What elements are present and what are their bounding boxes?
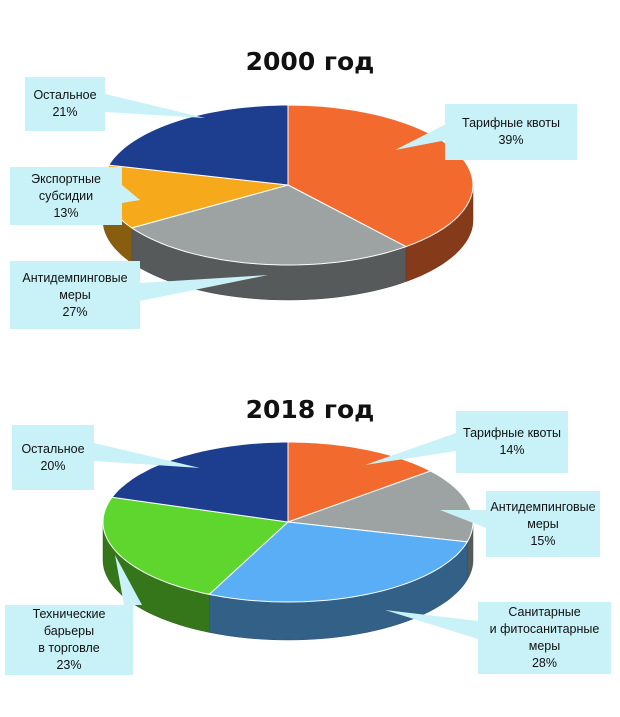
slice-label-1-4: Остальное 20%	[12, 425, 94, 490]
slice-label-text: Тарифные квоты	[463, 426, 561, 440]
slice-label-text: меры	[527, 516, 559, 531]
callout-pointer-0-2	[122, 185, 140, 203]
slice-label-text: и фитосанитарные меры	[489, 622, 600, 653]
callout-pointers-1	[94, 433, 486, 639]
callout-pointer-0-1	[140, 275, 268, 301]
slice-label-1-3: Технические барьеры в торговле 23%	[5, 605, 133, 675]
slice-value-label: 13%	[53, 205, 79, 220]
slice-value-label: 21%	[52, 105, 78, 119]
slice-value-label: 39%	[498, 133, 524, 147]
callout-pointer-0-0	[395, 121, 452, 150]
pie-top-0	[102, 104, 474, 266]
slice-label-0-2: Экспортные субсидии 13%	[10, 167, 122, 225]
slice-label-text: Санитарные	[508, 605, 581, 619]
slice-label-1-0: Тарифные квоты 14%	[456, 411, 568, 473]
pie-slice-1-0	[287, 441, 432, 523]
slice-label-text: Остальное	[21, 441, 85, 456]
callout-pointer-0-3	[105, 94, 205, 118]
slice-value-label: 28%	[531, 656, 558, 670]
slice-label-text: Остальное	[33, 88, 97, 102]
slice-value-label: 15%	[530, 533, 556, 548]
slice-label-text: Антидемпинговые	[22, 270, 128, 285]
slice-value-label: 20%	[40, 458, 66, 473]
slice-value-label: 14%	[499, 443, 525, 457]
callout-pointer-1-1	[440, 510, 486, 528]
pie-slice-1-2	[208, 521, 469, 603]
callout-pointer-1-0	[365, 433, 456, 465]
slice-label-text: в торговле	[38, 641, 100, 655]
slice-value-label: 27%	[62, 304, 88, 319]
pie-top-1	[102, 441, 474, 603]
slice-label-0-1: Антидемпинговые меры 27%	[10, 261, 140, 329]
slice-label-text: Тарифные квоты	[462, 116, 560, 130]
slice-label-0-3: Остальное 21%	[25, 77, 105, 131]
pie-slice-0-3	[107, 104, 289, 186]
pie-slice-1-4	[111, 441, 289, 523]
slice-label-0-0: Тарифные квоты 39%	[445, 104, 577, 160]
callout-pointer-1-4	[94, 443, 200, 468]
slice-label-text: Экспортные	[31, 171, 101, 186]
slice-label-1-1: Антидемпинговые меры 15%	[486, 491, 600, 557]
pie-slice-1-3	[102, 496, 290, 595]
slice-label-text: меры	[59, 287, 91, 302]
chart-title-2018: 2018 год	[245, 395, 375, 424]
pie-slice-1-1	[287, 470, 474, 543]
slice-label-1-2: Санитарные и фитосанитарные меры 28%	[478, 602, 611, 674]
callout-pointer-1-2	[385, 610, 478, 639]
pie-slice-0-1	[130, 184, 408, 266]
callout-pointers-0	[105, 94, 452, 301]
callout-pointer-1-3	[115, 555, 142, 605]
slice-value-label: 23%	[56, 658, 82, 672]
chart-title-2000: 2000 год	[245, 47, 375, 76]
slice-label-text: субсидии	[38, 188, 94, 203]
slice-label-text: Антидемпинговые	[490, 499, 596, 514]
slice-label-text: Технические барьеры	[32, 607, 106, 638]
